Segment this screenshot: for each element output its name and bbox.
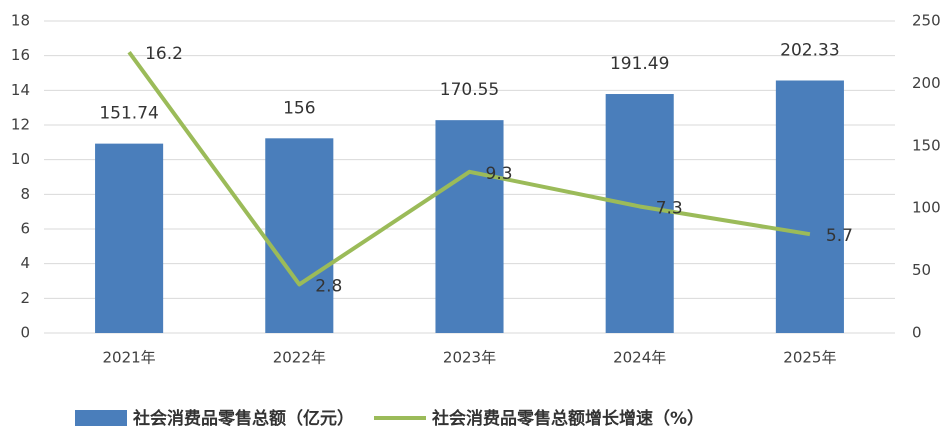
y-tick-label: 12 <box>11 116 30 134</box>
y2-tick-label: 100 <box>912 199 941 217</box>
bar-value-label: 202.33 <box>780 40 839 60</box>
y-tick-label: 10 <box>11 150 30 168</box>
y-tick-label: 6 <box>20 220 30 238</box>
bar-value-label: 151.74 <box>99 104 158 124</box>
bar <box>435 120 504 334</box>
bar <box>775 80 844 333</box>
line-value-label: 5.7 <box>826 226 853 246</box>
bar <box>605 94 674 333</box>
x-tick-label: 2021年 <box>103 349 156 367</box>
y2-tick-label: 250 <box>912 12 941 30</box>
x-tick-label: 2023年 <box>443 349 496 367</box>
y-tick-label: 2 <box>20 289 30 307</box>
y-tick-label: 0 <box>20 324 30 342</box>
line-value-label: 9.3 <box>486 164 513 184</box>
x-tick-label: 2025年 <box>783 349 836 367</box>
y-tick-label: 16 <box>11 46 30 64</box>
y-tick-label: 14 <box>11 81 30 99</box>
legend-label: 社会消费品零售总额（亿元） <box>132 408 354 429</box>
y-tick-label: 18 <box>11 12 30 30</box>
y2-tick-label: 0 <box>912 324 922 342</box>
bar-value-label: 156 <box>283 98 315 118</box>
x-tick-label: 2024年 <box>613 349 666 367</box>
legend-swatch <box>75 410 127 426</box>
line-value-label: 2.8 <box>315 276 342 296</box>
bar-value-label: 170.55 <box>440 80 499 100</box>
legend-label: 社会消费品零售总额增长增速（%） <box>431 408 704 429</box>
bar <box>265 138 334 333</box>
y-tick-label: 8 <box>20 185 30 203</box>
y2-tick-label: 200 <box>912 74 941 92</box>
bar-value-label: 191.49 <box>610 54 669 74</box>
y2-tick-label: 150 <box>912 136 941 154</box>
x-tick-label: 2022年 <box>273 349 326 367</box>
line-value-label: 16.2 <box>145 44 183 64</box>
line <box>127 51 811 287</box>
bar <box>95 143 164 333</box>
y-tick-label: 4 <box>20 254 30 272</box>
line-value-label: 7.3 <box>656 198 683 218</box>
y2-tick-label: 50 <box>912 261 931 279</box>
